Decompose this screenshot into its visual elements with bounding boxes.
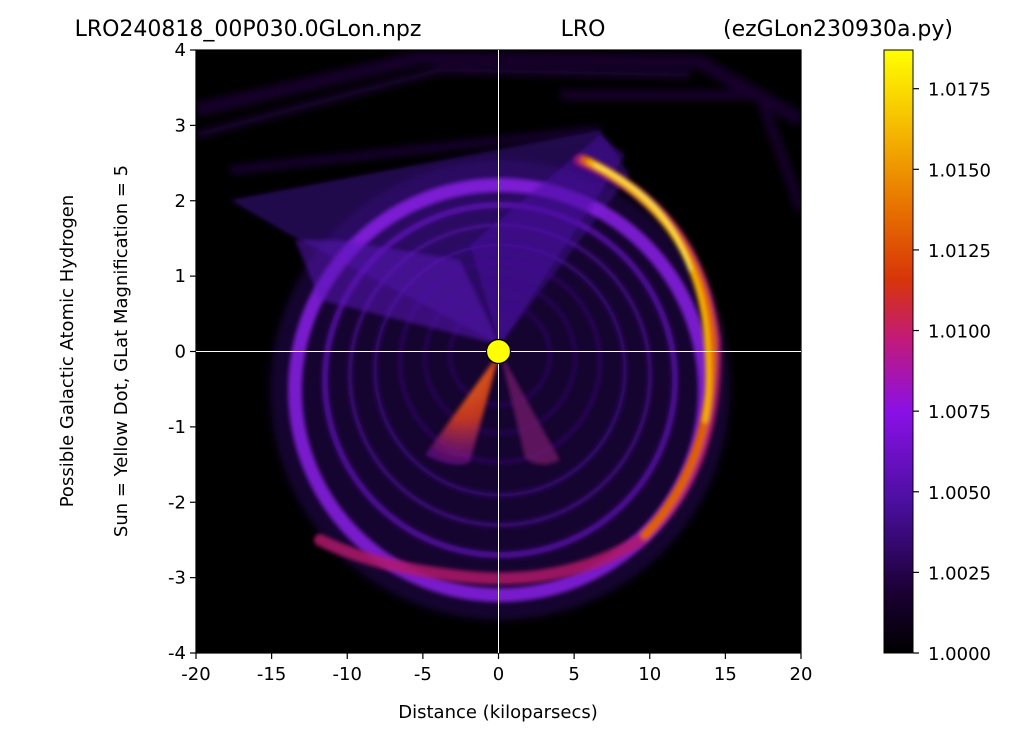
x-tick-label: -15 <box>257 664 286 685</box>
x-tick-label: 15 <box>714 664 737 685</box>
x-tick-label: 5 <box>568 664 579 685</box>
y-tick-label: 2 <box>175 191 186 212</box>
chart-title-center: LRO <box>561 17 606 42</box>
colorbar <box>883 49 914 654</box>
y-tick-label: 0 <box>175 342 186 363</box>
y-axis-label-line1: Possible Galactic Atomic Hydrogen <box>57 195 78 508</box>
y-tick-label: 4 <box>175 40 186 61</box>
colorbar-tick-label: 1.0075 <box>928 402 991 423</box>
y-tick-label: -4 <box>168 643 186 664</box>
y-tick-label: -2 <box>168 492 186 513</box>
sun-marker <box>485 338 512 365</box>
colorbar-tick-label: 1.0150 <box>928 160 991 181</box>
x-tick-label: -20 <box>181 664 210 685</box>
y-axis-ticks: -4 -3 -2 -1 0 1 2 3 4 <box>168 40 196 664</box>
colorbar-tick-label: 1.0125 <box>928 241 991 262</box>
colorbar-tick-label: 1.0100 <box>928 322 991 343</box>
x-tick-label: 20 <box>790 664 813 685</box>
y-tick-label: 3 <box>175 115 186 136</box>
colorbar-tick-label: 1.0175 <box>928 80 991 101</box>
chart-title-script: (ezGLon230930a.py) <box>723 17 953 42</box>
x-tick-label: -5 <box>414 664 432 685</box>
colorbar-tick-label: 1.0000 <box>928 644 991 665</box>
x-axis-ticks: -20 -15 -10 -5 0 5 10 15 20 <box>181 653 812 685</box>
y-axis-label-line2: Sun = Yellow Dot, GLat Magnification = 5 <box>111 165 132 537</box>
colorbar-tick-label: 1.0050 <box>928 483 991 504</box>
x-axis-label: Distance (kiloparsecs) <box>398 702 598 723</box>
y-tick-label: -3 <box>168 568 186 589</box>
y-tick-label: 1 <box>175 266 186 287</box>
x-tick-label: 0 <box>493 664 504 685</box>
x-tick-label: -10 <box>333 664 362 685</box>
colorbar-tick-label: 1.0025 <box>928 563 991 584</box>
colorbar-ticks: 1.0000 1.0025 1.0050 1.0075 1.0100 1.0125 1.01… <box>913 80 991 665</box>
x-tick-label: 10 <box>638 664 661 685</box>
y-tick-label: -1 <box>168 417 186 438</box>
chart-title-file: LRO240818_00P030.0GLon.npz <box>75 17 422 42</box>
